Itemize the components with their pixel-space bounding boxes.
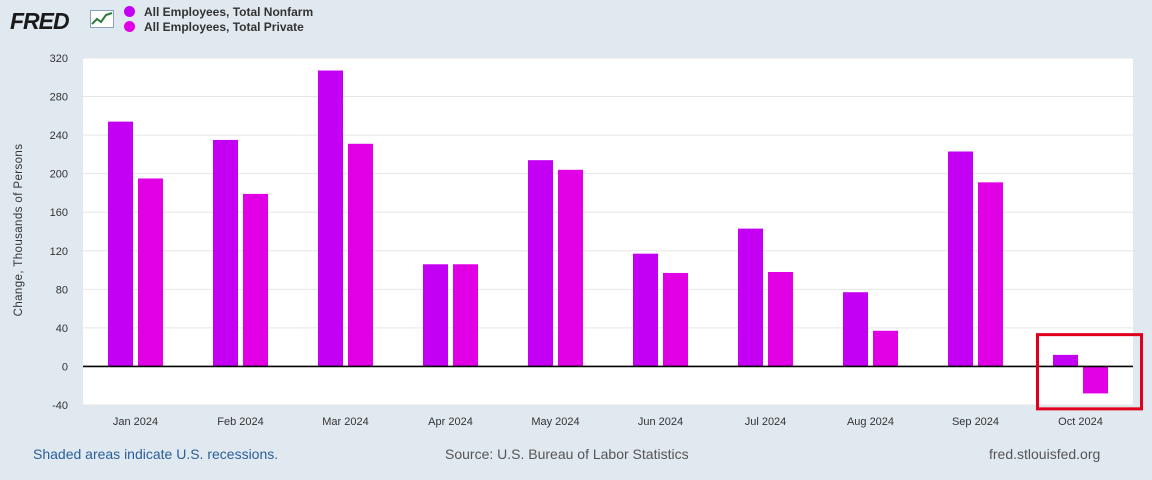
bar xyxy=(768,271,793,367)
y-tick-label: 0 xyxy=(62,361,68,373)
legend-item-nonfarm[interactable]: All Employees, Total Nonfarm xyxy=(124,4,313,19)
bar xyxy=(528,160,553,367)
y-tick-label: -40 xyxy=(52,400,68,412)
x-tick-label: Jun 2024 xyxy=(638,416,683,428)
line-graph-icon xyxy=(90,10,114,28)
y-tick-label: 40 xyxy=(56,323,68,335)
bar xyxy=(873,330,898,367)
site-link[interactable]: fred.stlouisfed.org xyxy=(989,446,1101,462)
x-tick-label: Jul 2024 xyxy=(745,416,787,428)
y-tick-label: 160 xyxy=(50,207,68,219)
x-tick-label: Feb 2024 xyxy=(217,416,263,428)
bar xyxy=(663,272,688,367)
y-tick-label: 80 xyxy=(56,284,68,296)
legend-swatch-nonfarm xyxy=(124,6,135,17)
x-tick-label: May 2024 xyxy=(531,416,579,428)
fred-logo[interactable]: FRED xyxy=(10,8,70,34)
source-note: Source: U.S. Bureau of Labor Statistics xyxy=(445,446,689,462)
x-tick-label: Apr 2024 xyxy=(428,416,473,428)
y-tick-label: 200 xyxy=(50,169,68,181)
bar xyxy=(213,139,238,367)
highlight-box xyxy=(1036,333,1143,411)
bar xyxy=(843,292,868,367)
bar xyxy=(108,121,133,367)
legend-swatch-private xyxy=(124,21,135,32)
y-tick-label: 120 xyxy=(50,246,68,258)
bar xyxy=(423,264,448,367)
plot-area xyxy=(83,58,1133,405)
bar xyxy=(558,169,583,367)
x-tick-label: Sep 2024 xyxy=(952,416,999,428)
x-tick-label: Aug 2024 xyxy=(847,416,894,428)
bar xyxy=(978,182,1003,367)
bar xyxy=(318,70,343,367)
legend-label-nonfarm: All Employees, Total Nonfarm xyxy=(144,4,314,19)
x-tick-label: Mar 2024 xyxy=(322,416,368,428)
bar xyxy=(138,178,163,367)
recessions-note-link[interactable]: Shaded areas indicate U.S. recessions. xyxy=(33,446,279,462)
bar xyxy=(243,193,268,367)
bar xyxy=(738,228,763,367)
bar xyxy=(633,253,658,367)
bar xyxy=(453,264,478,367)
legend-item-private[interactable]: All Employees, Total Private xyxy=(124,19,313,34)
y-tick-label: 280 xyxy=(50,92,68,104)
legend: All Employees, Total Nonfarm All Employe… xyxy=(124,4,313,34)
y-tick-label: 320 xyxy=(50,53,68,65)
x-tick-label: Jan 2024 xyxy=(113,416,158,428)
bar xyxy=(348,143,373,367)
y-axis-label: Change, Thousands of Persons xyxy=(13,143,25,317)
y-tick-label: 240 xyxy=(50,130,68,142)
bar xyxy=(948,151,973,367)
bar xyxy=(1053,354,1078,367)
x-tick-label: Oct 2024 xyxy=(1058,416,1103,428)
legend-label-private: All Employees, Total Private xyxy=(144,19,304,34)
bar xyxy=(1083,366,1108,394)
